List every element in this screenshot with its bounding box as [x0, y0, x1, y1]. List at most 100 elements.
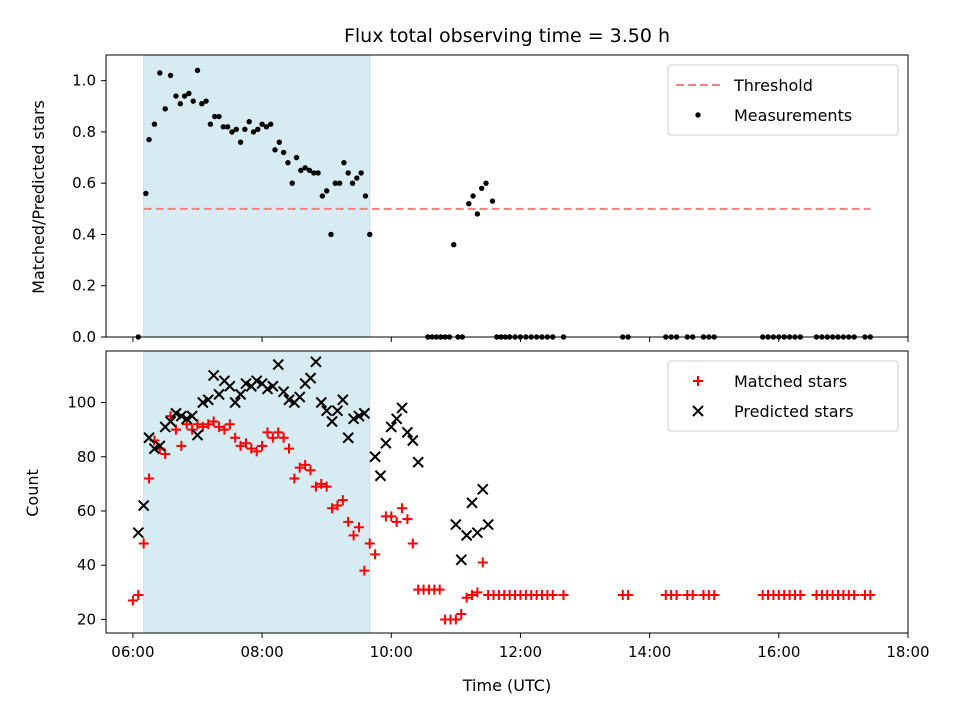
chart-title: Flux total observing time = 3.50 h	[344, 25, 670, 47]
matched-point	[391, 516, 402, 527]
matched-point	[402, 514, 413, 525]
measurement-point	[190, 98, 196, 104]
measurement-point	[194, 67, 201, 74]
measurement-point	[293, 154, 300, 161]
predicted-point	[380, 437, 392, 449]
y-tick-label: 20	[77, 610, 96, 628]
measurement-point	[315, 170, 321, 176]
y-tick-label: 0.4	[72, 225, 96, 243]
matched-point	[133, 590, 144, 601]
measurement-point	[358, 170, 364, 176]
measurement-point	[319, 193, 326, 199]
x-tick-label: 16:00	[757, 643, 800, 661]
predicted-point	[450, 518, 462, 531]
predicted-point	[337, 394, 349, 406]
matched-point	[337, 495, 348, 506]
predicted-point	[267, 380, 279, 392]
measurement-point	[311, 170, 317, 176]
measurement-point	[237, 139, 244, 145]
series-0	[135, 67, 874, 340]
matched-point	[865, 590, 876, 601]
y-tick-label: 100	[67, 394, 96, 412]
predicted-point	[175, 410, 188, 422]
predicted-point	[466, 497, 478, 509]
predicted-point	[186, 410, 198, 422]
predicted-point	[482, 518, 494, 531]
measurement-point	[162, 106, 168, 112]
legend-label: Predicted stars	[734, 402, 854, 421]
matched-point	[671, 590, 682, 601]
matched-point	[246, 443, 257, 454]
legend-box	[667, 360, 899, 432]
x-tick-label: 08:00	[240, 643, 283, 661]
matched-point	[332, 500, 343, 511]
predicted-point	[170, 407, 182, 420]
measurement-point	[259, 121, 265, 127]
measurement-point	[212, 113, 218, 120]
matched-point	[273, 427, 284, 438]
measurement-point	[272, 147, 278, 153]
predicted-point	[455, 554, 467, 566]
measurement-point	[451, 242, 457, 248]
predicted-point	[251, 375, 263, 387]
predicted-point	[229, 396, 241, 409]
axes-frame	[105, 54, 909, 338]
matched-point	[262, 427, 273, 438]
predicted-point	[202, 394, 214, 406]
matched-point	[547, 590, 558, 601]
predicted-point	[132, 526, 145, 539]
measurement-point	[285, 159, 291, 166]
measurement-point	[255, 126, 261, 133]
matched-point	[219, 424, 230, 435]
predicted-point	[234, 388, 247, 401]
matched-point	[278, 432, 289, 443]
matched-point	[316, 478, 327, 489]
matched-point	[240, 438, 251, 449]
matched-point	[144, 473, 155, 484]
legend-label: Matched stars	[734, 372, 847, 391]
matched-point	[289, 473, 300, 484]
measurement-point	[332, 180, 338, 186]
matched-point	[623, 590, 634, 601]
measurement-point	[341, 159, 347, 166]
measurement-point	[298, 167, 304, 174]
series-0	[127, 411, 876, 625]
legend-predicted-swatch	[692, 405, 704, 417]
matched-point	[160, 449, 171, 460]
measurement-point	[250, 129, 257, 135]
legend-box	[667, 64, 899, 136]
y-tick-label: 40	[77, 556, 96, 574]
matched-point	[235, 440, 246, 451]
matched-point	[477, 557, 488, 568]
measurement-point	[466, 200, 472, 207]
x-tick-label: 10:00	[370, 643, 413, 661]
predicted-point	[181, 413, 193, 425]
matched-point	[294, 462, 305, 473]
matched-point	[467, 590, 478, 601]
predicted-point	[477, 483, 489, 495]
measurement-point	[328, 231, 334, 238]
measurement-point	[289, 180, 295, 186]
measurement-point	[157, 70, 163, 76]
measurement-point	[306, 167, 313, 174]
legend-matched-swatch	[693, 376, 703, 386]
matched-point	[284, 443, 295, 454]
legend-label: Threshold	[733, 76, 813, 95]
measurement-point	[268, 121, 274, 127]
matched-point	[214, 421, 225, 432]
predicted-point	[390, 413, 403, 425]
measurement-point	[146, 136, 152, 143]
predicted-point	[154, 440, 166, 452]
matched-point	[348, 530, 359, 541]
matched-point	[472, 587, 483, 598]
matched-point	[849, 590, 860, 601]
matched-point	[305, 465, 316, 476]
counts-panel: 20 40 60 80 100 06:00 08:00 10:00 12:00 14:00 16:0…	[67, 350, 930, 661]
top-y-axis-label: Matched/Predicted stars	[29, 100, 48, 294]
predicted-point	[374, 470, 387, 482]
predicted-point	[283, 394, 295, 406]
predicted-point	[310, 356, 322, 368]
matched-point	[267, 432, 278, 443]
predicted-point	[164, 415, 177, 428]
